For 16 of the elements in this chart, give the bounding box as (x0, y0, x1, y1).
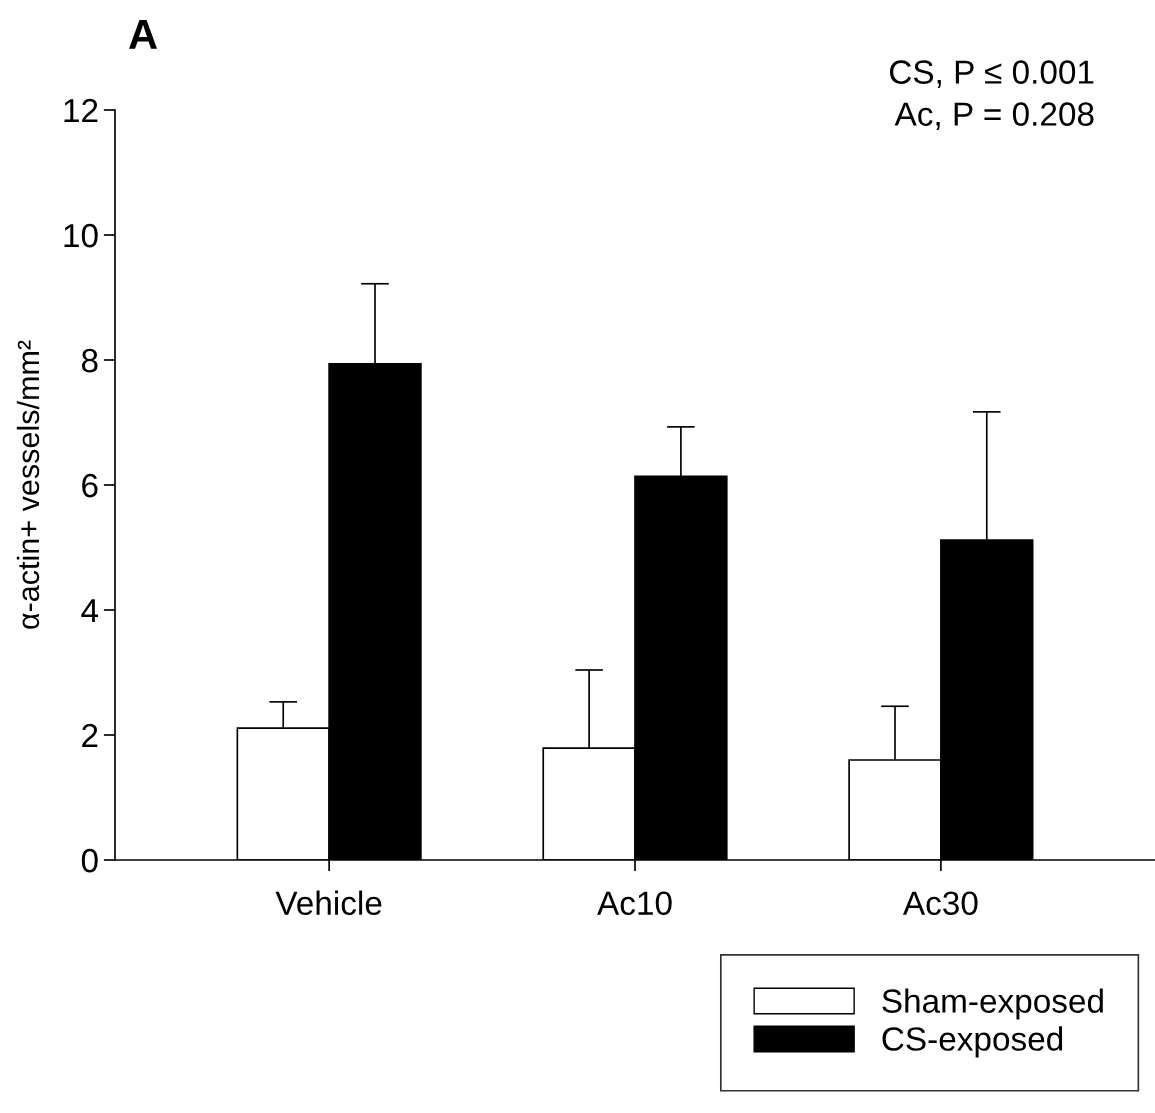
y-tick-label: 12 (64, 98, 98, 123)
y-tick-label: 10 (64, 223, 98, 248)
x-tick-label: Ac30 (902, 891, 978, 916)
y-tick-label: 0 (81, 848, 98, 873)
legend-label: CS-exposed (882, 1026, 1063, 1058)
y-tick-label: 6 (82, 473, 98, 498)
text: CS, P ≤ 0.001 (889, 60, 1094, 88)
y-tick-label: 2 (82, 723, 98, 748)
y-tick-label: 8 (81, 348, 98, 373)
x-tick-label: Ac10 (597, 891, 672, 916)
x-tick-label: Vehicle (275, 890, 382, 916)
annotation: Ac, P = 0.208 (894, 102, 1094, 130)
y-tick-label: 4 (81, 599, 99, 623)
y-axis-title: α-actin+ vessels/mm² (16, 340, 40, 629)
chart-title: A (129, 20, 157, 49)
legend-label: Sham-exposed (882, 988, 1103, 1020)
